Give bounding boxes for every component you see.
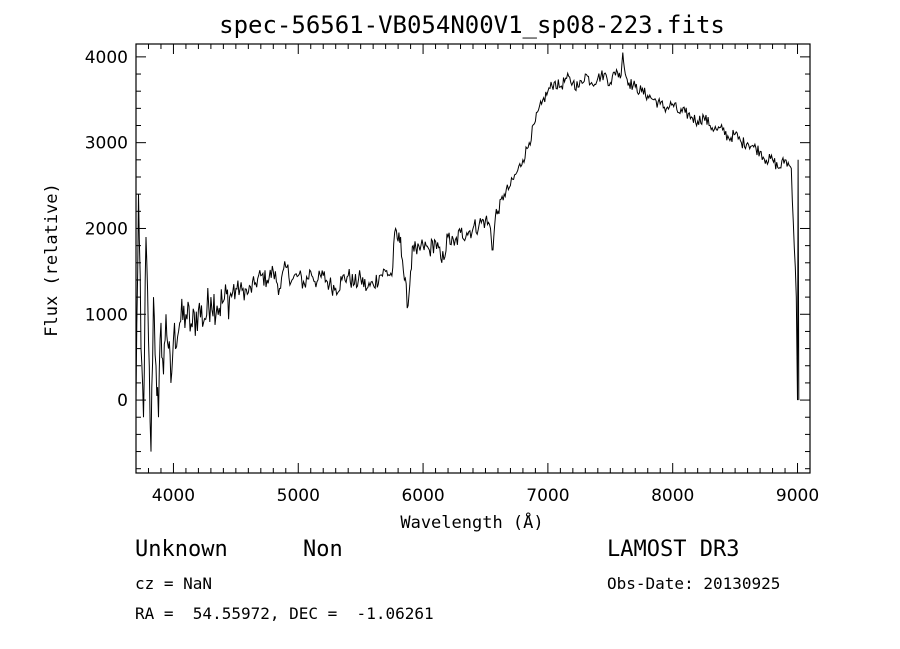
axis-ticks bbox=[136, 44, 811, 473]
survey-name: LAMOST DR3 bbox=[607, 537, 740, 562]
x-tick-label-7000: 7000 bbox=[526, 486, 569, 506]
obs-date: Obs-Date: 20130925 bbox=[607, 574, 781, 593]
y-axis-label: Flux (relative) bbox=[42, 183, 62, 337]
x-axis-label: Wavelength (Å) bbox=[400, 511, 543, 533]
x-tick-label-6000: 6000 bbox=[401, 486, 444, 506]
spectrum-line bbox=[135, 52, 800, 452]
chart-title: spec-56561-VB054N00V1_sp08-223.fits bbox=[219, 11, 725, 39]
object-subclass: Non bbox=[303, 537, 343, 562]
x-tick-label-4000: 4000 bbox=[152, 486, 195, 506]
x-tick-label-5000: 5000 bbox=[277, 486, 320, 506]
y-tick-label-1000: 1000 bbox=[85, 305, 128, 325]
plot-frame bbox=[135, 43, 811, 474]
y-tick-label-3000: 3000 bbox=[85, 134, 128, 154]
object-class: Unknown bbox=[135, 537, 228, 562]
y-tick-label-0: 0 bbox=[117, 391, 128, 411]
redshift-readout: cz = NaN bbox=[135, 574, 213, 593]
x-tick-label-8000: 8000 bbox=[651, 486, 694, 506]
y-tick-label-2000: 2000 bbox=[85, 219, 128, 239]
tick-labels: 4000 5000 6000 7000 8000 9000 0 1000 2000 3000 400… bbox=[85, 48, 819, 506]
x-tick-label-9000: 9000 bbox=[776, 486, 819, 506]
coordinates: RA = 54.55972, DEC = -1.06261 bbox=[135, 604, 434, 623]
y-tick-label-4000: 4000 bbox=[85, 48, 128, 68]
